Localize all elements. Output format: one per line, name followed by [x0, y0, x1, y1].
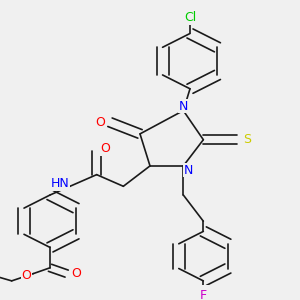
Text: S: S: [243, 133, 251, 146]
Text: Cl: Cl: [184, 11, 196, 24]
Text: N: N: [178, 100, 188, 113]
Text: O: O: [100, 142, 110, 155]
Text: F: F: [200, 289, 207, 300]
Text: O: O: [95, 116, 105, 129]
Text: HN: HN: [51, 177, 69, 190]
Text: O: O: [22, 268, 32, 282]
Text: N: N: [184, 164, 193, 177]
Text: O: O: [72, 267, 82, 280]
